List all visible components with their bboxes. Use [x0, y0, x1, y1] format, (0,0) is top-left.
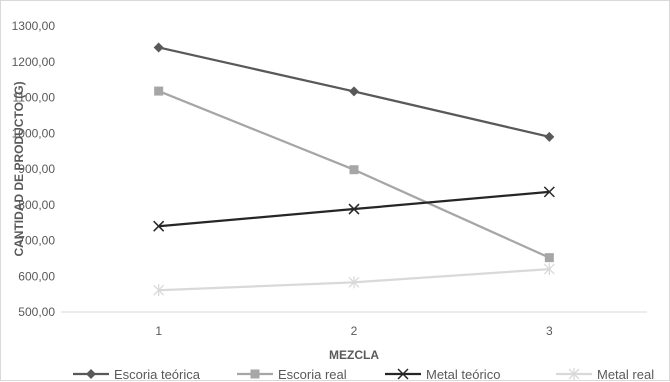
data-point [349, 86, 359, 97]
legend-item: Escoria teórica [73, 367, 201, 382]
data-point [544, 131, 555, 142]
legend-label: Metal teórico [426, 367, 500, 382]
y-tick-label: 1300,00 [12, 19, 56, 33]
x-tick-label: 1 [155, 324, 162, 338]
data-point [153, 42, 164, 53]
data-point [543, 186, 555, 198]
legend-label: Escoria teórica [114, 367, 201, 382]
data-point [348, 203, 360, 215]
x-tick-label: 2 [351, 324, 358, 338]
legend-marker [397, 368, 409, 380]
series-group [153, 42, 555, 297]
data-point [154, 86, 164, 96]
series-line [158, 90, 550, 259]
legend-marker [86, 369, 96, 379]
x-tick-label: 3 [546, 324, 553, 338]
data-point [544, 253, 554, 263]
y-tick-label: 700,00 [18, 234, 55, 248]
axes-group: 500,00 600,00 700,00 800,00 900,00 1000,00 110… [12, 19, 647, 338]
y-tick-label: 900,00 [18, 162, 55, 176]
y-tick-label: 1200,00 [12, 55, 56, 69]
legend-marker [250, 369, 260, 379]
series-0 [153, 42, 555, 142]
legend-marker [568, 368, 580, 380]
legend-label: Escoria real [278, 367, 347, 382]
data-point [153, 220, 165, 232]
data-point [153, 284, 165, 297]
y-tick-label: 800,00 [18, 198, 55, 212]
y-axis-title: CANTIDAD DE PRODUCTO (G) [12, 81, 26, 256]
series-3 [153, 263, 555, 297]
legend-item: Escoria real [237, 367, 347, 382]
data-point [349, 165, 359, 175]
series-1 [154, 86, 554, 263]
legend: Escoria teórica Escoria real Metal teórico… [73, 367, 654, 382]
data-point [543, 263, 555, 276]
legend-item: Metal teórico [385, 367, 500, 382]
y-tick-label: 1000,00 [12, 126, 56, 140]
legend-item: Metal real [556, 367, 654, 382]
y-tick-label: 600,00 [18, 269, 55, 283]
y-tick-label: 1100,00 [13, 91, 56, 105]
series-2 [153, 186, 555, 232]
y-tick-label: 500,00 [18, 305, 55, 319]
legend-label: Metal real [597, 367, 654, 382]
x-axis-title: MEZCLA [329, 348, 379, 362]
data-point [348, 276, 360, 289]
